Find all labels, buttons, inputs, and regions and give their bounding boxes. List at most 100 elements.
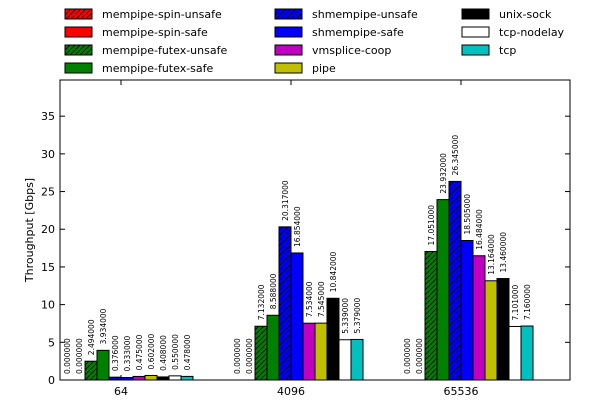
- legend: mempipe-spin-unsafe mempipe-spin-safe memp…: [64, 8, 565, 75]
- legend-label: mempipe-futex-unsafe: [102, 44, 227, 57]
- bar-hatch: [279, 226, 291, 380]
- bar: [180, 375, 194, 381]
- legend-swatch: [274, 62, 303, 74]
- legend-item: pipe: [274, 62, 336, 75]
- data-label: 8.588000: [269, 273, 278, 309]
- bar: [326, 297, 340, 381]
- bar: [314, 322, 328, 381]
- x-tick-label: 64: [114, 385, 128, 398]
- data-label: 0.000000: [233, 338, 242, 374]
- bar: [290, 252, 304, 381]
- y-tick-label: 0: [48, 374, 55, 387]
- bar-hatch: [425, 251, 437, 380]
- bar: [266, 314, 280, 381]
- data-label: 7.160000: [523, 284, 532, 320]
- data-label: 26.345000: [451, 135, 460, 176]
- y-tick-label: 10: [41, 299, 55, 312]
- data-label: 0.475000: [135, 334, 144, 370]
- data-label: 10.842000: [329, 251, 338, 292]
- legend-swatch: [461, 26, 490, 38]
- data-label: 0.000000: [75, 338, 84, 374]
- y-tick-label: 15: [41, 261, 55, 274]
- legend-swatch: [461, 8, 490, 20]
- legend-label: shmempipe-unsafe: [312, 8, 418, 21]
- bar: [472, 255, 486, 381]
- data-label: 0.478000: [183, 334, 192, 370]
- bar: [144, 374, 158, 381]
- legend-item: mempipe-futex-unsafe: [64, 44, 227, 57]
- legend-item: tcp-nodelay: [461, 26, 565, 39]
- bar: [338, 339, 352, 381]
- data-label: 16.854000: [293, 206, 302, 247]
- legend-item: vmsplice-coop: [274, 44, 391, 57]
- data-label: 13.164000: [487, 234, 496, 275]
- y-axis: 0 5 10 15 20 25 30 35: [41, 110, 570, 387]
- bar: [484, 280, 498, 381]
- bar: [132, 375, 146, 381]
- legend-label: vmsplice-coop: [312, 44, 391, 57]
- bar: [520, 325, 534, 381]
- legend-swatch-hatch: [275, 9, 302, 19]
- legend-swatch: [64, 62, 93, 74]
- y-tick-label: 30: [41, 148, 55, 161]
- data-label: 20.317000: [281, 180, 290, 221]
- legend-item: shmempipe-safe: [274, 26, 404, 39]
- bar: [120, 376, 134, 381]
- bar: [436, 199, 450, 381]
- data-label: 7.132000: [257, 284, 266, 320]
- legend-label: mempipe-spin-safe: [102, 26, 208, 39]
- bar-hatch: [109, 377, 121, 380]
- legend-label: shmempipe-safe: [312, 26, 404, 39]
- x-tick-label: 4096: [277, 385, 305, 398]
- bar-hatch: [449, 181, 461, 380]
- legend-swatch: [274, 26, 303, 38]
- data-label: 0.602000: [147, 333, 156, 369]
- x-tick-label: 65536: [444, 385, 479, 398]
- legend-swatch-hatch: [65, 9, 92, 19]
- bar-hatch: [255, 326, 267, 380]
- data-label: 7.101000: [511, 284, 520, 320]
- legend-label: mempipe-futex-safe: [102, 62, 214, 75]
- data-label: 0.000000: [415, 338, 424, 374]
- data-label: 7.545000: [317, 281, 326, 317]
- y-tick-label: 20: [41, 223, 55, 236]
- bar: [460, 240, 474, 381]
- bar-hatch: [85, 361, 97, 380]
- data-label: 0.000000: [245, 338, 254, 374]
- legend-swatch-hatch: [65, 45, 92, 55]
- data-label: 18.505000: [463, 194, 472, 235]
- legend-item: unix-sock: [461, 8, 552, 21]
- legend-swatch: [461, 44, 490, 56]
- legend-item: tcp: [461, 44, 516, 57]
- data-label: 7.534000: [305, 281, 314, 317]
- bar: [96, 349, 110, 381]
- data-label: 0.376000: [111, 335, 120, 371]
- legend-label: pipe: [312, 62, 336, 75]
- data-label: 0.408000: [159, 335, 168, 371]
- bar: [496, 278, 510, 381]
- data-label: 16.484000: [475, 209, 484, 250]
- data-label: 0.333000: [123, 335, 132, 371]
- data-label: 0.550000: [171, 334, 180, 370]
- legend-item: mempipe-spin-unsafe: [64, 8, 222, 21]
- bar: [156, 376, 170, 381]
- y-tick-label: 35: [41, 110, 55, 123]
- x-axis: 64 4096 65536: [114, 80, 479, 398]
- data-label: 0.000000: [63, 338, 72, 374]
- data-label: 3.934000: [99, 308, 108, 344]
- data-label: 5.339000: [341, 298, 350, 334]
- data-label: 0.000000: [403, 338, 412, 374]
- legend-item: mempipe-spin-safe: [64, 26, 208, 39]
- legend-label: tcp-nodelay: [499, 26, 565, 39]
- bar: [168, 375, 182, 381]
- legend-swatch: [64, 26, 93, 38]
- legend-item: shmempipe-unsafe: [274, 8, 418, 21]
- legend-label: unix-sock: [499, 8, 552, 21]
- legend-label: tcp: [499, 44, 516, 57]
- data-label: 2.494000: [87, 319, 96, 355]
- bar: [302, 322, 316, 381]
- y-tick-label: 25: [41, 186, 55, 199]
